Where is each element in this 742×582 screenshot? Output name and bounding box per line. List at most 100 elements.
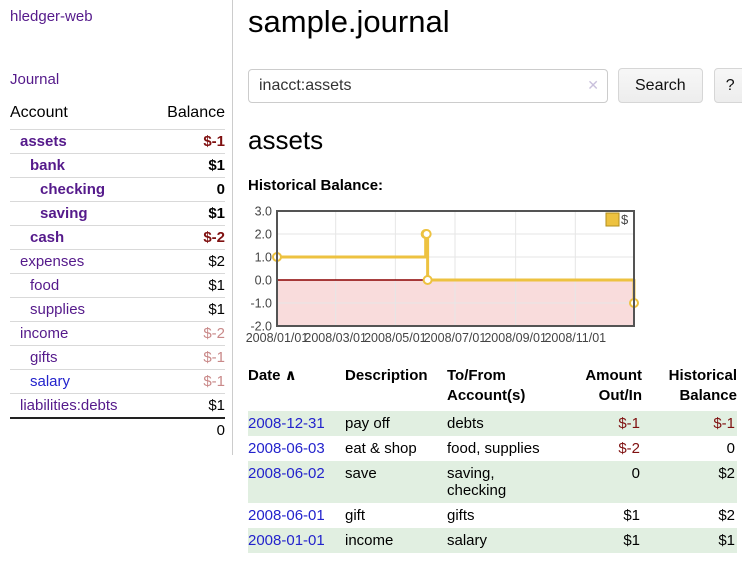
accounts-total-row: 0 xyxy=(10,417,225,442)
historical-balance-chart: 3.0 2.0 1.0 0.0 -1.0 -2.02008/01/012008/03/01… xyxy=(246,205,639,345)
account-row: bank $1 xyxy=(10,153,225,178)
page-title: sample.journal xyxy=(248,4,450,39)
help-button[interactable]: ? xyxy=(713,68,742,103)
account-link[interactable]: checking xyxy=(40,181,106,198)
description-cell: pay off xyxy=(345,415,390,432)
account-row: saving $1 xyxy=(10,201,225,226)
account-balance: $1 xyxy=(208,205,225,222)
account-row: assets $-1 xyxy=(10,129,225,154)
x-axis-tick-label: 2008/03/01 xyxy=(304,331,367,345)
account-balance: $1 xyxy=(208,301,225,318)
account-link[interactable]: salary xyxy=(30,373,71,390)
account-link[interactable]: liabilities:debts xyxy=(20,397,118,414)
account-link[interactable]: food xyxy=(30,277,60,294)
balance-cell: 0 xyxy=(726,440,735,457)
search-button[interactable]: Search xyxy=(618,68,703,103)
accounts-cell: gifts xyxy=(447,507,475,524)
account-balance: $1 xyxy=(208,277,225,294)
journal-link[interactable]: Journal xyxy=(10,71,60,88)
clear-search-icon[interactable]: ✕ xyxy=(587,76,599,93)
account-row: salary $-1 xyxy=(10,369,225,394)
description-cell: income xyxy=(345,532,394,549)
account-link[interactable]: saving xyxy=(40,205,88,222)
amount-cell: $-2 xyxy=(618,440,640,457)
register-col-date[interactable]: Date ∧ xyxy=(248,367,297,384)
balance-cell: $2 xyxy=(718,507,735,524)
account-balance: $1 xyxy=(208,397,225,414)
y-axis-tick-label: 1.0 xyxy=(255,251,272,265)
account-balance: $-2 xyxy=(203,229,225,246)
data-point-marker xyxy=(422,275,433,285)
accounts-col-balance: Balance xyxy=(167,104,225,121)
account-link[interactable]: assets xyxy=(20,133,67,150)
account-link[interactable]: cash xyxy=(30,229,65,246)
register-row: 2008-01-01 income salary $1 $1 xyxy=(248,528,737,553)
account-row: gifts $-1 xyxy=(10,345,225,370)
account-row: cash $-2 xyxy=(10,225,225,250)
account-heading: assets xyxy=(248,125,324,155)
account-link[interactable]: expenses xyxy=(20,253,85,270)
transaction-date-link[interactable]: 2008-12-31 xyxy=(248,415,325,432)
search-input[interactable] xyxy=(248,68,608,103)
balance-cell: $2 xyxy=(718,465,735,482)
x-axis-tick-label: 2008/07/01 xyxy=(424,331,487,345)
account-row: supplies $1 xyxy=(10,297,225,322)
balance-cell: $-1 xyxy=(713,415,735,432)
account-link[interactable]: gifts xyxy=(30,349,58,366)
search-form: ✕ Search ? xyxy=(248,68,742,103)
y-axis-tick-label: -2.0 xyxy=(250,320,272,334)
y-axis-tick-label: 2.0 xyxy=(255,228,272,242)
legend-label: $ xyxy=(621,212,629,227)
accounts-total-value: 0 xyxy=(149,417,225,442)
accounts-col-account: Account xyxy=(10,104,68,121)
x-axis-tick-label: 2008/01/01 xyxy=(246,331,309,345)
account-balance: $-1 xyxy=(203,349,225,366)
description-cell: gift xyxy=(345,507,366,524)
account-row: expenses $2 xyxy=(10,249,225,274)
register-row: 2008-06-03 eat & shop food, supplies $-2 0 xyxy=(248,436,737,461)
description-cell: eat & shop xyxy=(345,440,417,457)
register-row: 2008-12-31 pay off debts $-1 $-1 xyxy=(248,411,737,436)
transaction-date-link[interactable]: 2008-06-01 xyxy=(248,507,325,524)
transaction-date-link[interactable]: 2008-06-02 xyxy=(248,465,325,482)
accounts-table: Account Balance assets $-1 bank $1 checking 0… xyxy=(10,100,225,442)
register-header-row: Date ∧ Description To/From Account(s) Amount… xyxy=(248,364,737,411)
register-row: 2008-06-02 save saving, checking 0 $2 xyxy=(248,461,737,503)
accounts-cell: saving, checking xyxy=(447,465,507,499)
account-balance: 0 xyxy=(216,181,225,198)
accounts-cell: food, supplies xyxy=(447,440,540,457)
y-axis-tick-label: -1.0 xyxy=(250,297,272,311)
account-link[interactable]: income xyxy=(20,325,69,342)
sort-ascending-icon[interactable]: ∧ xyxy=(280,367,297,384)
accounts-cell: salary xyxy=(447,532,488,549)
y-axis-tick-label: 0.0 xyxy=(255,274,272,288)
account-balance: $1 xyxy=(208,157,225,174)
register-row: 2008-06-01 gift gifts $1 $2 xyxy=(248,503,737,528)
accounts-cell: debts xyxy=(447,415,484,432)
transaction-date-link[interactable]: 2008-01-01 xyxy=(248,532,325,549)
balance-cell: $1 xyxy=(718,532,735,549)
account-link[interactable]: bank xyxy=(30,157,66,174)
account-row: checking 0 xyxy=(10,177,225,202)
register-col-balance: Historical Balance xyxy=(668,367,737,404)
amount-cell: 0 xyxy=(631,465,640,482)
amount-cell: $1 xyxy=(623,532,640,549)
x-axis-tick-label: 2008/05/01 xyxy=(364,331,427,345)
transaction-date-link[interactable]: 2008-06-03 xyxy=(248,440,325,457)
x-axis-tick-label: 2008/11/01 xyxy=(544,331,606,345)
account-row: liabilities:debts $1 xyxy=(10,393,225,418)
register-table: Date ∧ Description To/From Account(s) Amount… xyxy=(248,364,737,553)
x-axis-tick-label: 2008/09/01 xyxy=(484,331,547,345)
accounts-header-row: Account Balance xyxy=(10,100,225,130)
amount-cell: $-1 xyxy=(618,415,640,432)
plot-border xyxy=(276,210,635,327)
sidebar: hledger-web Journal Account Balance asse… xyxy=(0,0,233,455)
brand-link[interactable]: hledger-web xyxy=(10,8,93,25)
register-col-amount: Amount Out/In xyxy=(585,367,642,404)
data-point-marker xyxy=(421,229,432,239)
account-link[interactable]: supplies xyxy=(30,301,86,318)
account-balance: $-1 xyxy=(203,133,225,150)
account-row: income $-2 xyxy=(10,321,225,346)
account-balance: $-2 xyxy=(203,325,225,342)
